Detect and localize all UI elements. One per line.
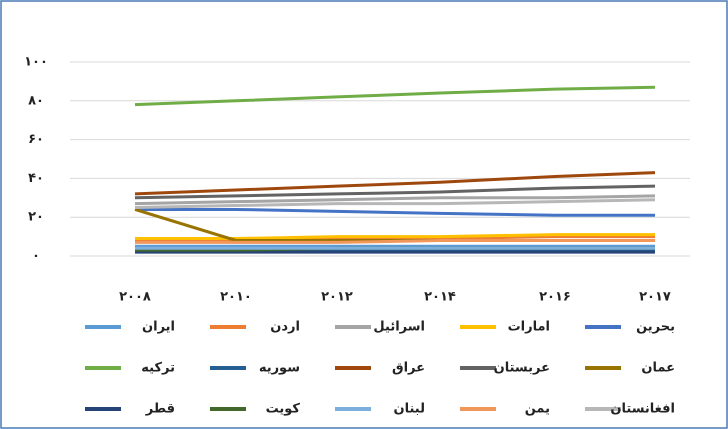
legend-label: اسرائیل	[373, 320, 425, 335]
x-tick-label: ۲۰۱۰	[220, 290, 252, 305]
legend-label: عمان	[641, 361, 675, 376]
legend-label: امارات	[508, 320, 550, 335]
series-line	[134, 198, 656, 209]
series-line	[134, 85, 656, 107]
x-tick-label: ۲۰۰۸	[119, 290, 151, 305]
y-tick-label: ۴۰	[28, 171, 44, 186]
legend-label: عراق	[392, 361, 425, 376]
series-line	[135, 235, 655, 242]
legend-label: سوریه	[259, 361, 300, 376]
x-tick-label: ۲۰۱۴	[424, 290, 456, 305]
series-line	[134, 171, 656, 196]
legend-label: کویت	[266, 402, 301, 417]
legend-label: ترکیه	[141, 361, 175, 376]
x-tick-label: ۲۰۱۷	[639, 290, 671, 305]
series-line	[134, 194, 656, 206]
y-tick-label: ۸۰	[28, 93, 44, 108]
series-line	[135, 233, 655, 241]
legend-label: افغانستان	[610, 402, 675, 417]
y-tick-label: ۲۰	[28, 210, 44, 225]
legend-label: بحرین	[636, 320, 675, 335]
legend-label: ایران	[142, 320, 175, 335]
y-tick-label: ۶۰	[28, 132, 44, 147]
x-tick-label: ۲۰۱۲	[321, 290, 353, 305]
legend-label: اردن	[270, 320, 300, 335]
legend-label: قطر	[145, 402, 175, 417]
x-tick-label: ۲۰۱۶	[539, 290, 571, 305]
legend-label: عربستان	[494, 361, 550, 376]
series-line	[134, 184, 656, 200]
series-line	[135, 238, 655, 244]
legend-label: یمن	[525, 402, 550, 417]
series-line	[135, 207, 655, 217]
y-tick-label: ۱۰۰	[24, 55, 48, 70]
legend-label: لبنان	[394, 402, 425, 417]
y-tick-label: ۰	[32, 249, 40, 264]
